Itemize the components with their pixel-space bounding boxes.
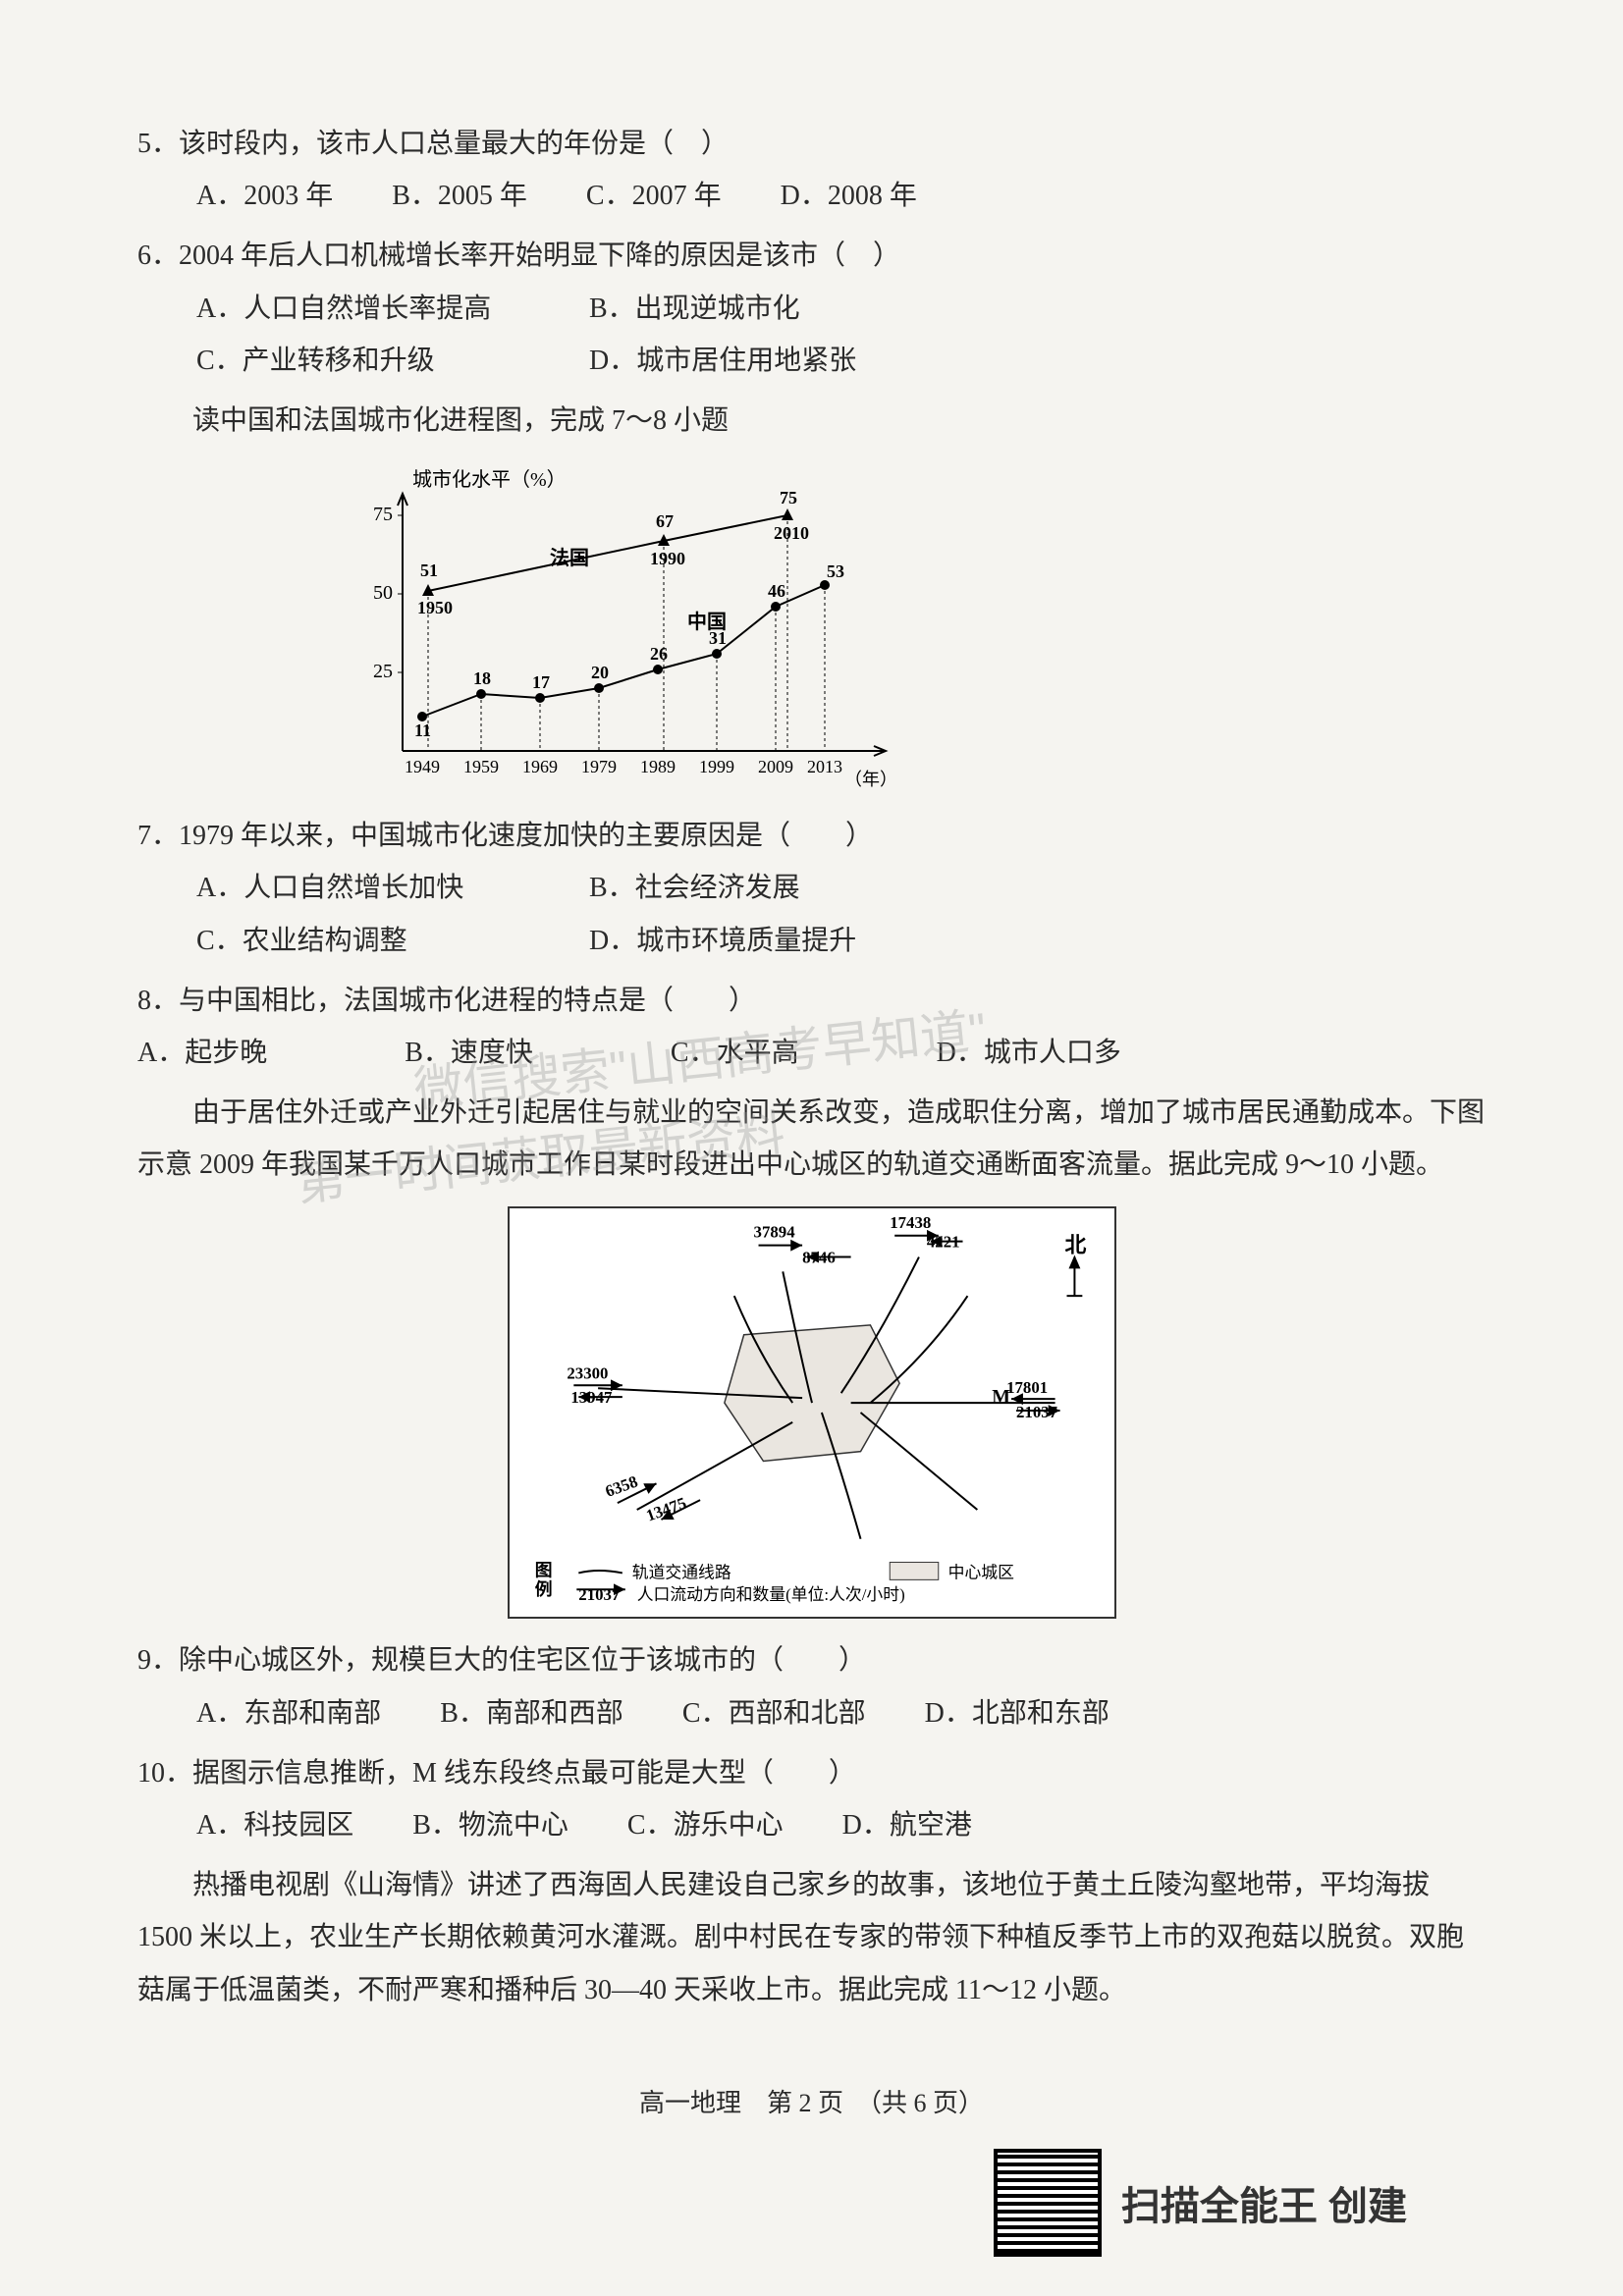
svg-text:轨道交通线路: 轨道交通线路: [631, 1564, 730, 1582]
svg-text:21037: 21037: [1016, 1403, 1057, 1421]
svg-text:18: 18: [473, 668, 491, 688]
q5-opt-b: B．2005 年: [392, 170, 527, 222]
svg-text:1990: 1990: [650, 549, 685, 568]
q9-opt-b: B．南部和西部: [440, 1687, 623, 1739]
svg-text:人口流动方向和数量(单位:人次/小时): 人口流动方向和数量(单位:人次/小时): [636, 1586, 904, 1605]
svg-text:（年）: （年）: [844, 770, 897, 789]
svg-text:1959: 1959: [463, 757, 499, 776]
q9-opt-a: A．东部和南部: [196, 1687, 381, 1739]
svg-text:26: 26: [650, 644, 668, 664]
svg-text:23300: 23300: [567, 1364, 608, 1383]
svg-text:2013: 2013: [807, 757, 842, 776]
q8-opt-c: C．水平高: [671, 1027, 799, 1079]
svg-text:2010: 2010: [774, 523, 809, 543]
svg-text:20: 20: [591, 663, 609, 682]
svg-text:1949: 1949: [405, 757, 440, 776]
svg-text:51: 51: [420, 561, 438, 580]
svg-text:1999: 1999: [699, 757, 734, 776]
svg-text:6358: 6358: [602, 1472, 639, 1501]
svg-text:17801: 17801: [1006, 1379, 1048, 1398]
q10-opt-c: C．游乐中心: [627, 1799, 784, 1851]
q9-options: A．东部和南部 B．南部和西部 C．西部和北部 D．北部和东部: [196, 1687, 1486, 1739]
q8-text: 8．与中国相比，法国城市化进程的特点是（ ）: [137, 975, 1486, 1027]
q8-options: A．起步晚 B．速度快 C．水平高 D．城市人口多: [137, 1027, 1486, 1079]
q10-opt-d: D．航空港: [842, 1799, 972, 1851]
q6-opt-b: B．出现逆城市化: [589, 283, 982, 335]
q8-opt-a: A．起步晚: [137, 1027, 267, 1079]
svg-text:北: 北: [1064, 1234, 1086, 1257]
qr-code-icon: [994, 2149, 1102, 2257]
svg-text:46: 46: [768, 581, 785, 601]
svg-text:图: 图: [534, 1561, 552, 1580]
q5-text: 5．该时段内，该市人口总量最大的年份是（ ）: [137, 118, 1486, 170]
q7-opt-c: C．农业结构调整: [196, 915, 589, 967]
q7-opt-d: D．城市环境质量提升: [589, 915, 982, 967]
svg-text:例: 例: [534, 1579, 552, 1600]
svg-text:城市化水平（%）: 城市化水平（%）: [412, 468, 567, 491]
q10-opt-b: B．物流中心: [412, 1799, 568, 1851]
q5-options: A．2003 年 B．2005 年 C．2007 年 D．2008 年: [196, 170, 1486, 222]
chart-urbanization: 25 50 75 1949 1959 1969 1979 1989 1999 2…: [334, 466, 923, 790]
svg-text:1979: 1979: [581, 757, 617, 776]
q8-opt-b: B．速度快: [405, 1027, 533, 1079]
svg-text:37894: 37894: [753, 1223, 795, 1242]
svg-text:11: 11: [414, 721, 431, 740]
svg-text:67: 67: [656, 511, 674, 531]
q6-opt-d: D．城市居住用地紧张: [589, 335, 982, 387]
q7-opt-a: A．人口自然增长加快: [196, 862, 589, 914]
q10-opt-a: A．科技园区: [196, 1799, 353, 1851]
svg-text:1950: 1950: [417, 598, 453, 617]
svg-text:1969: 1969: [522, 757, 558, 776]
q9-opt-d: D．北部和东部: [925, 1687, 1109, 1739]
passage-commute: 由于居住外迁或产业外迁引起居住与就业的空间关系改变，造成职住分离，增加了城市居民…: [137, 1087, 1486, 1191]
svg-text:25: 25: [373, 661, 393, 682]
q9-text: 9．除中心城区外，规模巨大的住宅区位于该城市的（ ）: [137, 1634, 1486, 1686]
page-footer: 高一地理 第 2 页 （共 6 页）: [0, 2083, 1623, 2119]
svg-text:53: 53: [827, 561, 844, 581]
scan-text: 扫描全能王 创建: [1121, 2174, 1407, 2231]
svg-text:法国: 法国: [550, 546, 589, 569]
svg-text:50: 50: [373, 582, 393, 604]
instruction-chart1: 读中国和法国城市化进程图，完成 7～8 小题: [137, 395, 1486, 447]
svg-text:17: 17: [532, 672, 550, 692]
svg-text:中心城区: 中心城区: [947, 1564, 1013, 1582]
map-traffic: 37894 8746 17438 4221 23300 13947 17801 …: [508, 1206, 1116, 1619]
q9-opt-c: C．西部和北部: [682, 1687, 866, 1739]
q6-text: 6．2004 年后人口机械增长率开始明显下降的原因是该市（ ）: [137, 230, 1486, 282]
q7-opt-b: B．社会经济发展: [589, 862, 982, 914]
scan-area: 扫描全能王 创建: [994, 2149, 1407, 2257]
svg-text:2009: 2009: [758, 757, 793, 776]
svg-text:中国: 中国: [687, 610, 727, 633]
svg-text:1989: 1989: [640, 757, 676, 776]
q6-opt-a: A．人口自然增长率提高: [196, 283, 589, 335]
svg-text:75: 75: [373, 504, 393, 525]
passage-shanhaiq: 热播电视剧《山海情》讲述了西海固人民建设自己家乡的故事，该地位于黄土丘陵沟壑地带…: [137, 1859, 1486, 2016]
q6-opt-c: C．产业转移和升级: [196, 335, 589, 387]
q5-opt-d: D．2008 年: [781, 170, 917, 222]
svg-text:75: 75: [780, 488, 797, 507]
svg-text:M: M: [992, 1387, 1010, 1409]
q5-opt-a: A．2003 年: [196, 170, 333, 222]
q8-opt-d: D．城市人口多: [937, 1027, 1121, 1079]
q6-options: A．人口自然增长率提高 B．出现逆城市化 C．产业转移和升级 D．城市居住用地紧…: [196, 283, 1486, 387]
svg-text:17438: 17438: [890, 1213, 931, 1232]
q10-text: 10．据图示信息推断，M 线东段终点最可能是大型（ ）: [137, 1747, 1486, 1799]
q10-options: A．科技园区 B．物流中心 C．游乐中心 D．航空港: [196, 1799, 1486, 1851]
q5-opt-c: C．2007 年: [586, 170, 722, 222]
q7-text: 7．1979 年以来，中国城市化速度加快的主要原因是（ ）: [137, 810, 1486, 862]
svg-text:21037: 21037: [578, 1586, 620, 1605]
q7-options: A．人口自然增长加快 B．社会经济发展 C．农业结构调整 D．城市环境质量提升: [196, 862, 1486, 966]
